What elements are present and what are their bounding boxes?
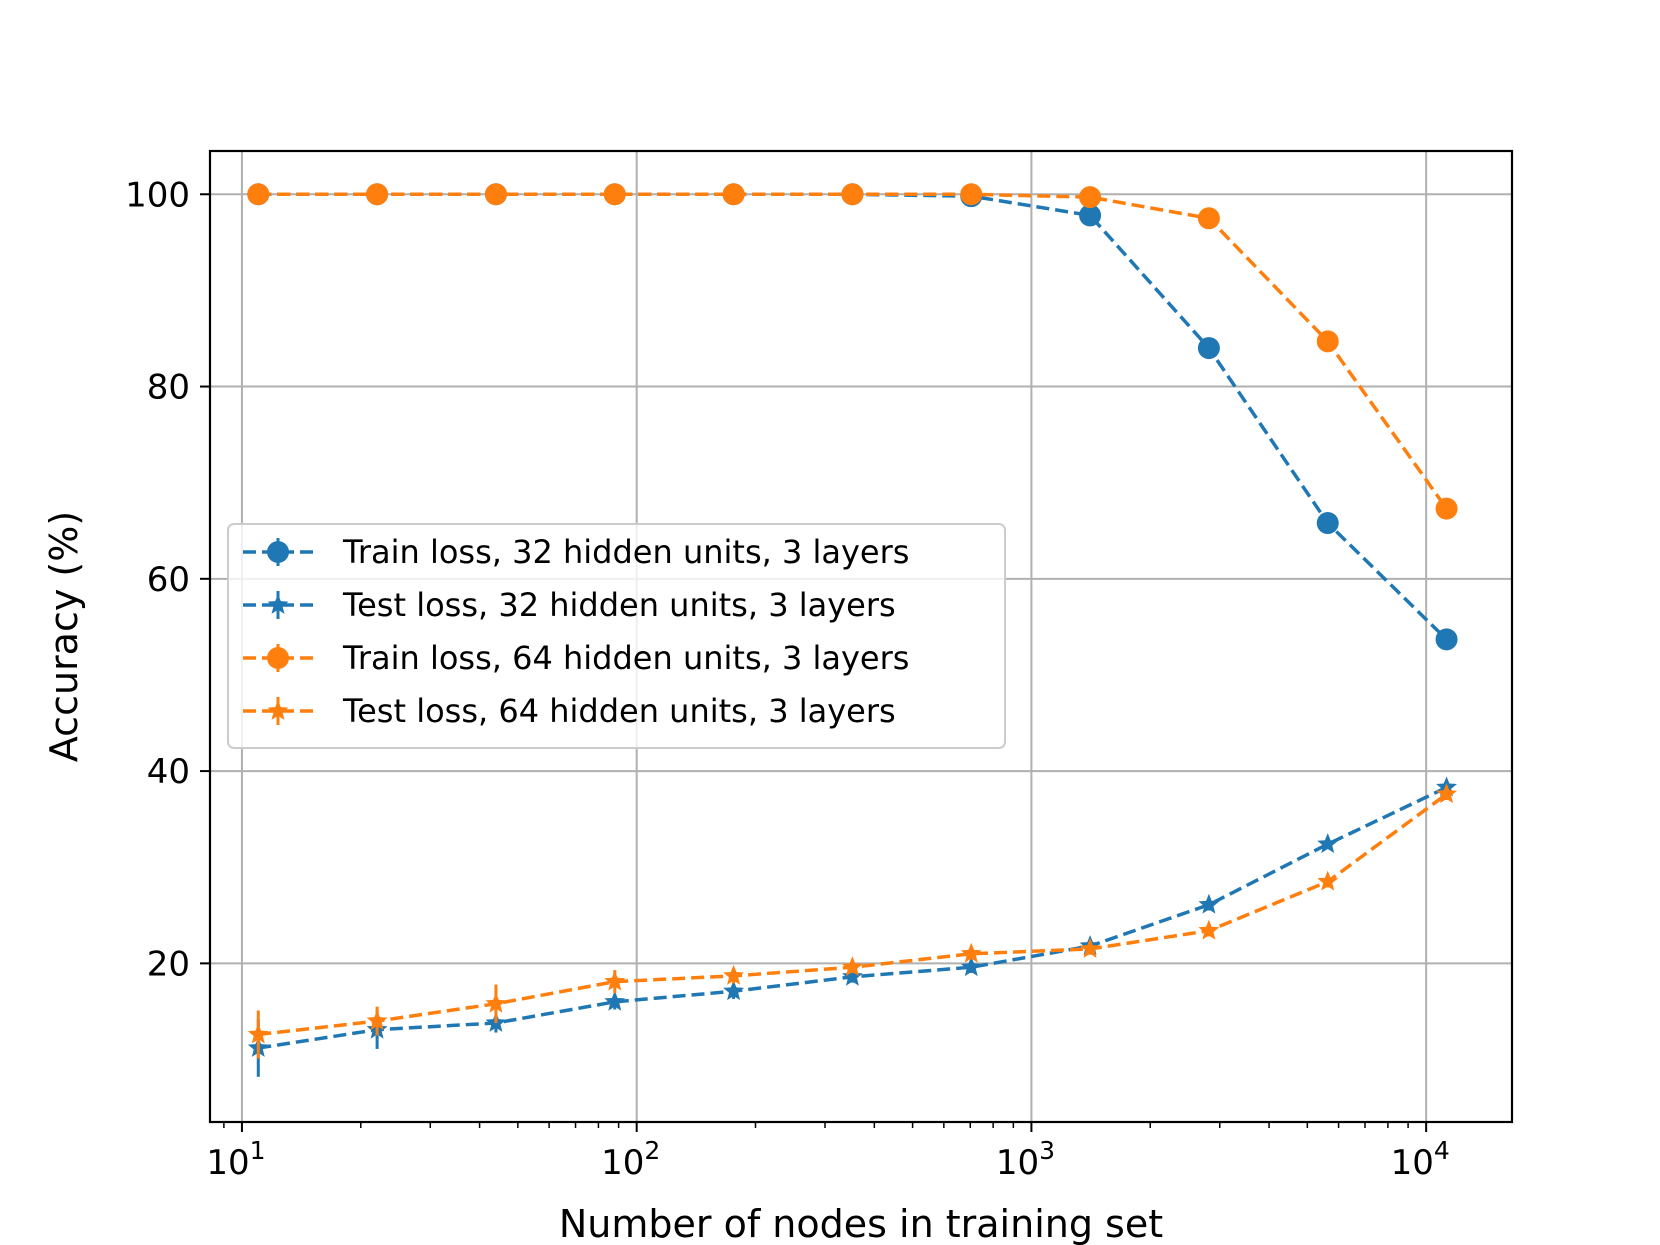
circle-marker [841,183,864,206]
star-marker [1198,893,1220,914]
x-tick-label: 104 [1391,1136,1450,1183]
legend-label: Test loss, 32 hidden units, 3 layers [342,586,896,624]
legend-entry: Test loss, 32 hidden units, 3 layers [243,586,896,624]
plot-frame [208,149,1514,1124]
legend-entry: Test loss, 64 hidden units, 3 layers [243,692,896,730]
circle-marker [247,183,270,206]
y-tick-label: 60 [147,560,190,600]
star-marker [247,1023,269,1044]
star-marker [960,956,982,977]
legend-marker [267,541,289,563]
legend-box [227,523,1006,749]
legend: Train loss, 32 hidden units, 3 layers Tes… [227,523,1006,749]
circle-marker [1079,186,1102,209]
x-tick-label: 103 [996,1136,1055,1183]
axis-ticks: 101 102 103 104 20 40 60 80 100 [125,175,1450,1183]
star-marker [1317,870,1339,891]
circle-marker [1316,512,1339,535]
y-tick-label: 80 [147,368,190,408]
series-3 [247,183,1458,520]
x-tick-label: 102 [601,1136,660,1183]
circle-marker [1079,204,1102,227]
legend-label: Train loss, 32 hidden units, 3 layers [342,533,909,571]
legend-label: Train loss, 64 hidden units, 3 layers [342,639,909,677]
star-marker [841,956,863,977]
circle-marker [1435,628,1458,651]
x-axis-label: Number of nodes in training set [559,1202,1163,1245]
star-marker [960,942,982,963]
circle-marker [1316,330,1339,353]
star-marker [1317,833,1339,854]
legend-marker [267,594,289,614]
star-marker [1198,919,1220,940]
series-layer [247,183,1458,1077]
star-marker [604,990,626,1011]
legend-entry: Train loss, 32 hidden units, 3 layers [243,533,909,571]
star-marker [1079,937,1101,958]
circle-marker [366,183,389,206]
circle-marker [484,183,507,206]
star-marker [604,970,626,991]
circle-marker [1197,337,1220,360]
circle-marker [960,183,983,206]
legend-marker [267,700,289,720]
star-marker [723,964,745,985]
y-axis-label: Accuracy (%) [42,511,86,762]
star-marker [366,1010,388,1030]
legend-marker [267,647,289,669]
star-marker [841,965,863,986]
circle-marker [1197,207,1220,230]
circle-marker [722,183,745,206]
y-tick-label: 20 [147,944,190,984]
circle-marker [1435,497,1458,520]
star-marker [1436,783,1458,804]
legend-entry: Train loss, 64 hidden units, 3 layers [243,639,909,677]
circle-marker [603,183,626,206]
series-4 [247,783,1458,1059]
star-marker [485,992,507,1013]
x-tick-label: 101 [206,1136,265,1183]
y-tick-label: 40 [147,752,190,792]
y-tick-label: 100 [125,175,190,215]
legend-label: Test loss, 64 hidden units, 3 layers [342,692,896,730]
star-marker [723,980,745,1001]
